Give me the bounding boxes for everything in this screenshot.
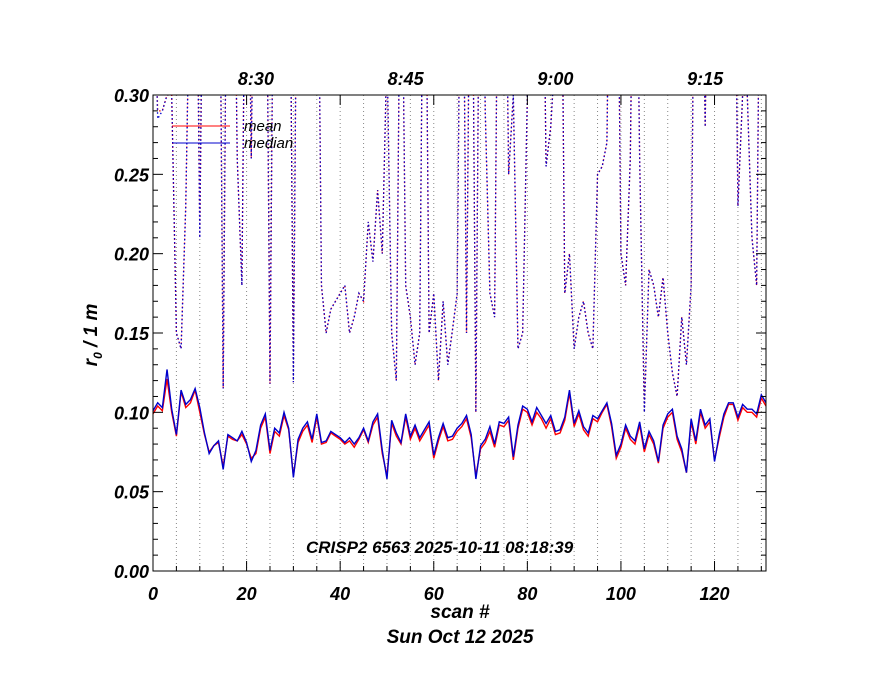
y-axis-title-rest: / 1 m (81, 304, 102, 353)
legend: mean median (172, 118, 293, 152)
x-tick-label: 40 (329, 584, 350, 604)
x-tick-label: 0 (148, 584, 158, 604)
date-label: Sun Oct 12 2025 (387, 627, 534, 648)
axis-ticks: 0 20 40 60 80 100 120 0.00 0.05 0.10 0.15 0.20 0.25 0… (114, 69, 766, 604)
x-tick-label: 20 (236, 584, 257, 604)
x-tick-label: 100 (606, 584, 636, 604)
top-time-label: 8:45 (388, 69, 425, 89)
series-median-line (153, 369, 766, 480)
top-time-label: 8:30 (238, 69, 274, 89)
x-tick-label: 120 (700, 584, 730, 604)
y-tick-label: 0.05 (114, 483, 150, 503)
y-axis-title: r0 / 1 m (81, 304, 105, 367)
x-tick-label: 80 (517, 584, 537, 604)
y-axis-title-main: r (81, 357, 102, 366)
y-tick-label: 0.00 (114, 562, 149, 582)
chart-annotation: CRISP2 6563 2025-10-11 08:18:39 (306, 538, 574, 557)
top-time-label: 9:15 (687, 69, 724, 89)
y-tick-label: 0.15 (114, 324, 150, 344)
series-individual-3-line (156, 95, 760, 413)
y-tick-label: 0.30 (114, 86, 149, 106)
series-individual-2-line (156, 95, 760, 413)
y-axis-title-sub: 0 (91, 352, 105, 359)
series-layer (153, 95, 766, 480)
series-mean-line (153, 378, 766, 476)
y-tick-label: 0.25 (114, 165, 150, 185)
top-time-label: 9:00 (537, 69, 573, 89)
legend-label-median: median (244, 135, 293, 152)
x-tick-label: 60 (424, 584, 444, 604)
legend-label-mean: mean (244, 118, 282, 135)
vertical-grid (175, 95, 762, 571)
plot-frame (152, 94, 767, 572)
y-tick-label: 0.10 (114, 403, 149, 423)
x-axis-title: scan # (430, 602, 490, 623)
y-tick-label: 0.20 (114, 245, 149, 265)
